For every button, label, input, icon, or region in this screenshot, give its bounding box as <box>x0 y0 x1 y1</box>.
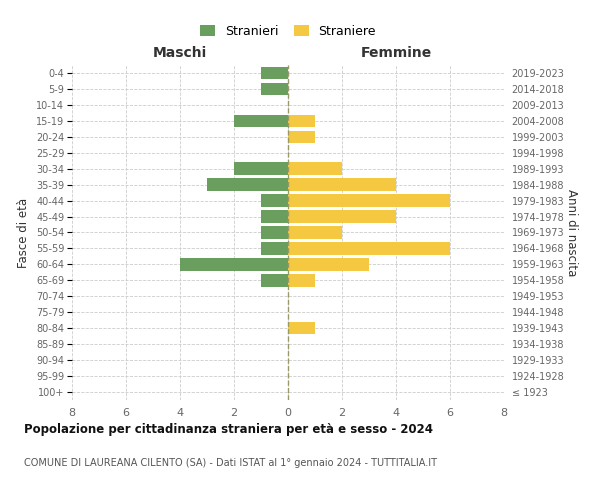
Bar <box>288 210 396 223</box>
Bar <box>288 258 369 270</box>
Bar <box>261 274 288 286</box>
Bar <box>234 114 288 127</box>
Bar <box>288 130 315 143</box>
Text: Femmine: Femmine <box>361 46 431 60</box>
Bar <box>261 226 288 238</box>
Bar <box>261 210 288 223</box>
Bar <box>180 258 288 270</box>
Bar <box>288 226 342 238</box>
Y-axis label: Fasce di età: Fasce di età <box>17 198 31 268</box>
Bar <box>288 162 342 175</box>
Text: COMUNE DI LAUREANA CILENTO (SA) - Dati ISTAT al 1° gennaio 2024 - TUTTITALIA.IT: COMUNE DI LAUREANA CILENTO (SA) - Dati I… <box>24 458 437 468</box>
Bar <box>261 67 288 79</box>
Text: Maschi: Maschi <box>153 46 207 60</box>
Bar <box>288 322 315 334</box>
Legend: Stranieri, Straniere: Stranieri, Straniere <box>196 21 380 42</box>
Text: Popolazione per cittadinanza straniera per età e sesso - 2024: Popolazione per cittadinanza straniera p… <box>24 422 433 436</box>
Bar <box>288 242 450 254</box>
Bar <box>288 114 315 127</box>
Y-axis label: Anni di nascita: Anni di nascita <box>565 189 578 276</box>
Bar <box>261 82 288 95</box>
Bar <box>261 194 288 207</box>
Bar <box>234 162 288 175</box>
Bar <box>288 178 396 191</box>
Bar <box>261 242 288 254</box>
Bar <box>288 194 450 207</box>
Bar <box>288 274 315 286</box>
Bar <box>207 178 288 191</box>
